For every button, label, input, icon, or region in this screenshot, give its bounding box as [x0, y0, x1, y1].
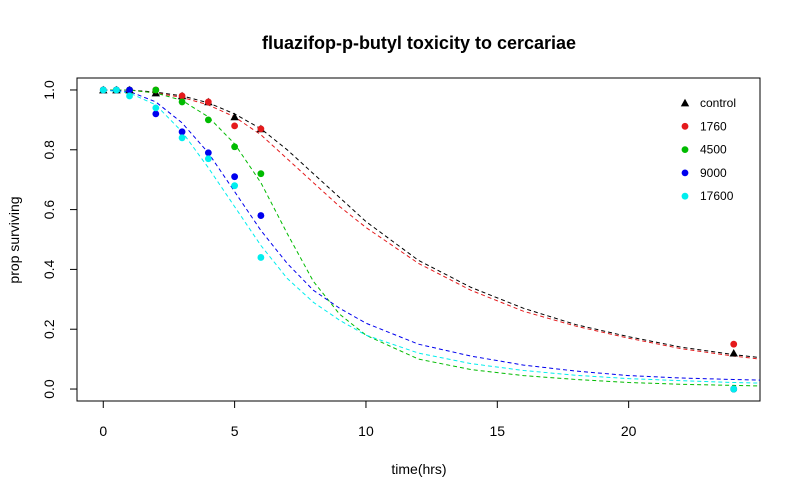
data-point-9000 [257, 212, 265, 219]
legend-marker-control [680, 98, 690, 107]
data-point-control [729, 348, 738, 357]
data-point-4500 [257, 170, 265, 178]
legend-label-control: control [700, 96, 736, 110]
data-point-1760 [257, 125, 265, 133]
legend-marker-4500 [681, 146, 689, 154]
y-tick-label: 1.0 [41, 80, 57, 100]
data-point-17600 [730, 385, 738, 393]
data-point-9000 [178, 128, 186, 136]
data-point-17600 [257, 254, 265, 261]
data-points [99, 85, 738, 393]
data-point-1760 [204, 98, 212, 106]
x-axis-label: time(hrs) [391, 461, 446, 477]
data-point-9000 [204, 149, 212, 157]
x-axis: 0 5 10 15 20 [99, 401, 637, 439]
chart-title: fluazifop-p-butyl toxicity to cercariae [262, 33, 576, 53]
fit-curves [103, 89, 761, 387]
x-tick-label: 10 [358, 423, 374, 439]
y-tick-label: 0.4 [41, 259, 57, 279]
legend-marker-1760 [681, 122, 689, 130]
data-point-9000 [231, 173, 239, 181]
data-point-4500 [231, 143, 239, 151]
legend-label-1760: 1760 [700, 119, 727, 133]
legend-label-4500: 4500 [700, 143, 727, 157]
fit-curve-9000 [103, 89, 761, 381]
data-point-9000 [152, 110, 160, 118]
data-point-control [230, 112, 239, 121]
data-point-1760 [730, 340, 738, 348]
data-point-1760 [178, 92, 186, 100]
x-tick-label: 5 [231, 423, 239, 439]
fit-curve-control [103, 89, 761, 359]
legend: control 1760 4500 9000 17600 [680, 96, 736, 203]
x-tick-label: 15 [490, 423, 506, 439]
data-point-4500 [204, 116, 212, 124]
data-point-1760 [231, 122, 239, 130]
data-point-17600 [99, 86, 107, 94]
data-point-17600 [204, 155, 212, 163]
data-point-17600 [231, 182, 239, 190]
y-tick-label: 0.8 [41, 140, 57, 160]
legend-label-17600: 17600 [700, 189, 734, 203]
fit-curve-17600 [103, 89, 761, 384]
legend-label-9000: 9000 [700, 166, 727, 180]
fit-curve-4500 [103, 89, 761, 387]
x-tick-label: 20 [621, 423, 637, 439]
data-point-17600 [126, 92, 133, 100]
plot-frame [76, 77, 761, 402]
data-point-4500 [152, 86, 160, 94]
y-axis: 0.0 0.2 0.4 0.6 0.8 1.0 [41, 80, 77, 399]
x-tick-label: 0 [99, 423, 107, 439]
legend-marker-9000 [681, 169, 689, 177]
y-tick-label: 0.0 [41, 379, 57, 399]
fit-curve-1760 [103, 89, 761, 360]
data-point-4500 [178, 98, 186, 106]
y-tick-label: 0.2 [41, 319, 57, 339]
data-point-17600 [178, 134, 186, 142]
data-point-17600 [113, 86, 120, 94]
y-tick-label: 0.6 [41, 200, 57, 220]
legend-marker-17600 [681, 192, 689, 200]
y-axis-label: prop surviving [6, 196, 22, 283]
data-point-9000 [126, 86, 133, 94]
data-point-17600 [152, 104, 160, 112]
